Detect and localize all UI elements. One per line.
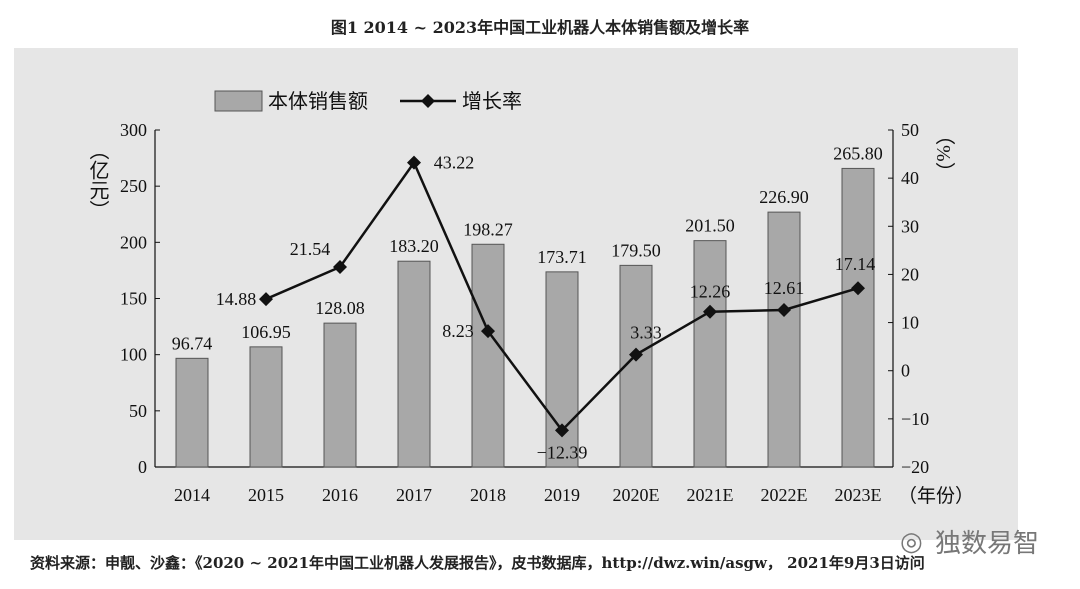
bar bbox=[545, 271, 579, 468]
legend-line-label: 增长率 bbox=[462, 90, 522, 113]
chart-title: 图1 2014 ~ 2023年中国工业机器人本体销售额及增长率 bbox=[330, 18, 750, 37]
right-tick-label: 30 bbox=[901, 216, 919, 236]
growth-marker bbox=[777, 303, 791, 318]
growth-marker bbox=[629, 347, 643, 362]
line-data-label: 14.88 bbox=[216, 289, 257, 309]
bar-data-label: 106.95 bbox=[241, 322, 291, 342]
left-tick-label: 100 bbox=[120, 345, 147, 365]
x-tick-label: 2020E bbox=[613, 485, 660, 505]
bar bbox=[249, 346, 283, 468]
right-tick-label: 0 bbox=[901, 361, 910, 381]
bar-data-label: 128.08 bbox=[315, 298, 365, 318]
source-note: 资料来源：申靓、沙鑫：《2020 ~ 2021年中国工业机器人发展报告》，皮书数… bbox=[30, 554, 925, 572]
left-tick-label: 200 bbox=[120, 232, 147, 252]
right-tick-label: 10 bbox=[901, 313, 919, 333]
growth-marker bbox=[407, 155, 421, 170]
x-tick-label: 2023E bbox=[835, 485, 882, 505]
x-tick-label: 2019 bbox=[544, 485, 580, 505]
left-tick-label: 300 bbox=[120, 120, 147, 140]
x-tick-label: 2015 bbox=[248, 485, 284, 505]
legend-line-marker bbox=[421, 94, 435, 108]
growth-marker bbox=[259, 292, 273, 307]
bar-data-label: 265.80 bbox=[833, 143, 883, 163]
growth-marker bbox=[555, 423, 569, 438]
bar-data-label: 201.50 bbox=[685, 216, 735, 236]
growth-marker bbox=[851, 281, 865, 296]
left-tick-label: 50 bbox=[129, 401, 147, 421]
left-tick-label: 250 bbox=[120, 176, 147, 196]
bar-data-label: 173.71 bbox=[537, 247, 587, 267]
y-axis-label: （亿元） bbox=[86, 140, 109, 220]
bar bbox=[841, 167, 875, 468]
bar bbox=[175, 357, 209, 468]
legend-bar-swatch bbox=[214, 90, 263, 112]
x-tick-label: 2017 bbox=[396, 485, 432, 505]
bar bbox=[397, 260, 431, 468]
growth-marker bbox=[703, 304, 717, 319]
line-data-label: 21.54 bbox=[290, 239, 331, 259]
growth-marker bbox=[481, 324, 495, 339]
x-tick-label: 2022E bbox=[761, 485, 808, 505]
line-data-label: 12.26 bbox=[690, 282, 731, 302]
watermark-text: 独数易智 bbox=[935, 529, 1039, 558]
line-data-label: 17.14 bbox=[835, 254, 876, 274]
line-data-label: −12.39 bbox=[537, 442, 588, 462]
left-tick-label: 0 bbox=[138, 457, 147, 477]
watermark: ◎ bbox=[900, 527, 923, 557]
bar bbox=[471, 243, 505, 468]
legend-bar-label: 本体销售额 bbox=[268, 90, 368, 113]
right-tick-label: −10 bbox=[901, 409, 929, 429]
bar bbox=[767, 211, 801, 468]
growth-marker bbox=[333, 260, 347, 275]
right-tick-label: −20 bbox=[901, 457, 929, 477]
bar-data-label: 179.50 bbox=[611, 240, 661, 260]
line-data-label: 8.23 bbox=[442, 321, 474, 341]
line-data-label: 12.61 bbox=[764, 278, 805, 298]
line-data-label: 43.22 bbox=[434, 153, 475, 173]
bar bbox=[323, 322, 357, 468]
x-tick-label: 2018 bbox=[470, 485, 506, 505]
bar-data-label: 226.90 bbox=[759, 187, 809, 207]
bar-data-label: 96.74 bbox=[172, 333, 213, 353]
bar-data-label: 198.27 bbox=[463, 219, 513, 239]
x-tick-label: 2021E bbox=[687, 485, 734, 505]
line-data-label: 3.33 bbox=[630, 323, 662, 343]
x-tick-label: 2014 bbox=[174, 485, 210, 505]
left-tick-label: 150 bbox=[120, 289, 147, 309]
y-axis-right-label: （%） bbox=[932, 125, 955, 182]
x-axis-label: （年份） bbox=[898, 485, 974, 507]
bar bbox=[693, 240, 727, 468]
right-tick-label: 40 bbox=[901, 168, 919, 188]
right-tick-label: 20 bbox=[901, 264, 919, 284]
right-tick-label: 50 bbox=[901, 120, 919, 140]
bar-data-label: 183.20 bbox=[389, 236, 439, 256]
x-tick-label: 2016 bbox=[322, 485, 358, 505]
